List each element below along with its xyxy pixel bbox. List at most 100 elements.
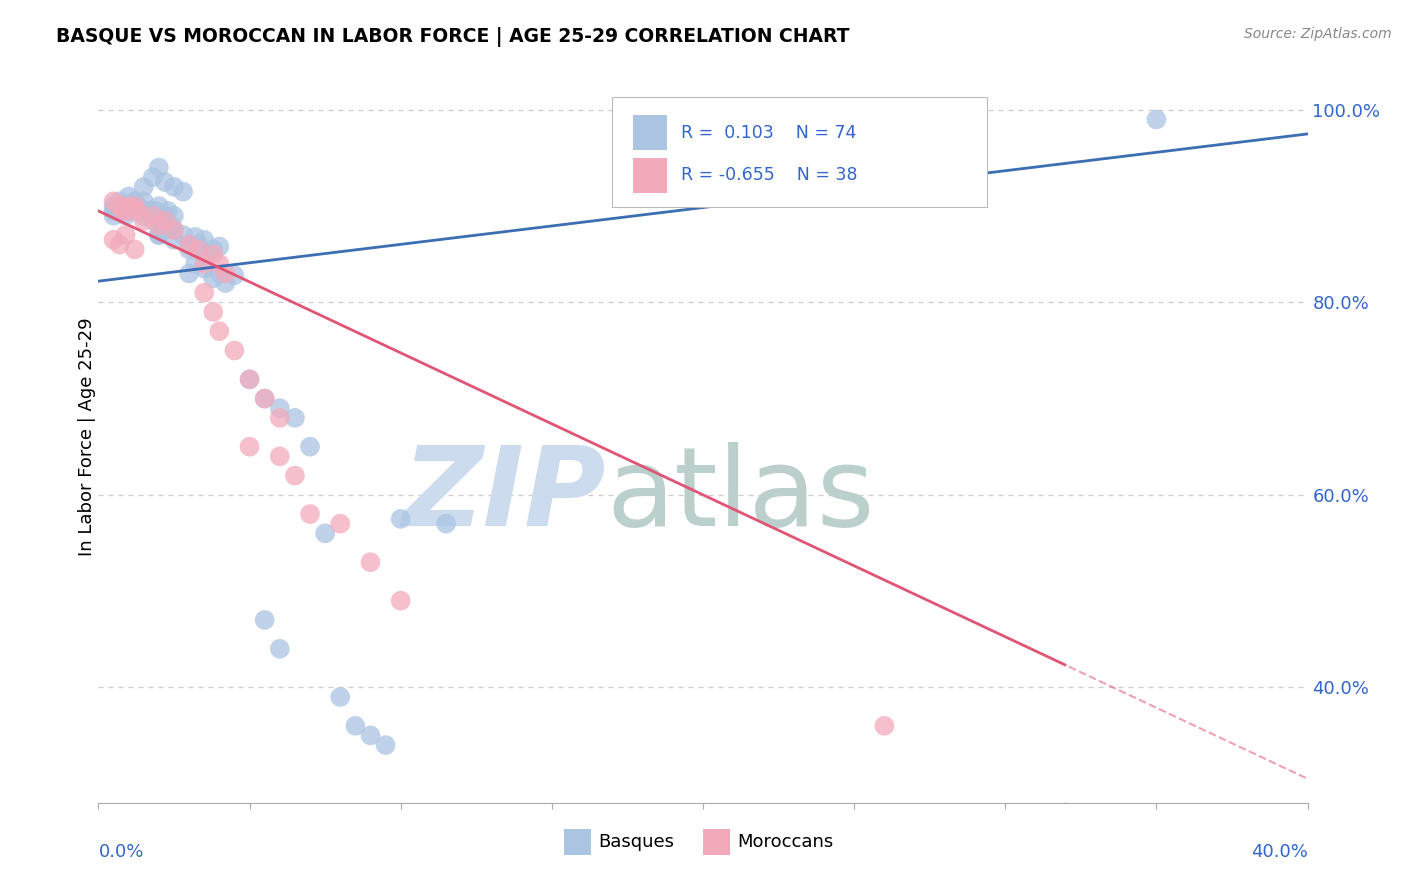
Point: [118, 199, 141, 213]
Point: [389, 593, 412, 607]
Point: [148, 199, 170, 213]
Point: [269, 410, 291, 425]
Point: [111, 203, 134, 218]
Bar: [633, 158, 666, 193]
Point: [132, 194, 155, 209]
Bar: [633, 115, 666, 151]
Point: [299, 507, 322, 521]
Point: [160, 219, 183, 233]
Point: [224, 268, 246, 283]
Point: [269, 641, 291, 656]
Point: [202, 305, 225, 319]
Point: [121, 199, 143, 213]
Point: [103, 233, 125, 247]
Point: [329, 516, 352, 531]
Point: [374, 738, 396, 752]
Point: [103, 203, 125, 218]
Point: [132, 209, 155, 223]
Point: [103, 199, 125, 213]
Point: [329, 690, 352, 704]
Text: R = -0.655    N = 38: R = -0.655 N = 38: [682, 166, 858, 185]
Point: [148, 227, 170, 242]
Point: [114, 227, 136, 242]
Point: [127, 199, 149, 213]
Point: [314, 526, 336, 541]
Point: [163, 233, 186, 247]
Point: [114, 209, 136, 223]
Point: [132, 213, 155, 227]
Point: [148, 219, 170, 233]
Point: [214, 276, 236, 290]
Point: [179, 267, 201, 281]
Point: [187, 243, 209, 257]
Point: [153, 175, 176, 189]
Point: [299, 440, 322, 454]
Point: [253, 613, 276, 627]
Point: [193, 285, 215, 300]
Point: [148, 227, 170, 242]
Point: [239, 440, 262, 454]
Point: [253, 392, 276, 406]
Point: [253, 392, 276, 406]
Point: [103, 194, 125, 209]
Point: [284, 410, 307, 425]
Point: [269, 401, 291, 416]
Point: [124, 243, 146, 257]
Point: [142, 213, 165, 227]
Point: [153, 213, 176, 227]
Point: [163, 223, 186, 237]
Point: [193, 257, 215, 271]
Point: [124, 203, 146, 218]
Point: [1054, 805, 1077, 820]
Point: [184, 257, 207, 271]
Point: [108, 237, 131, 252]
Point: [105, 203, 128, 218]
Point: [214, 267, 236, 281]
Point: [184, 230, 207, 244]
Point: [187, 237, 209, 252]
Point: [179, 237, 201, 252]
Point: [135, 203, 157, 218]
Point: [284, 468, 307, 483]
Point: [193, 247, 215, 261]
Text: 40.0%: 40.0%: [1251, 843, 1308, 861]
Point: [153, 223, 176, 237]
Point: [118, 203, 141, 218]
Point: [145, 203, 167, 218]
Point: [103, 209, 125, 223]
Text: Source: ZipAtlas.com: Source: ZipAtlas.com: [1244, 27, 1392, 41]
Point: [434, 516, 457, 531]
Point: [360, 555, 382, 569]
Point: [389, 512, 412, 526]
Point: [873, 719, 896, 733]
Point: [193, 233, 215, 247]
FancyBboxPatch shape: [613, 97, 987, 207]
Point: [153, 209, 176, 223]
Point: [142, 209, 165, 223]
Point: [108, 194, 131, 209]
Point: [163, 179, 186, 194]
Point: [124, 194, 146, 209]
Point: [344, 719, 367, 733]
Text: BASQUE VS MOROCCAN IN LABOR FORCE | AGE 25-29 CORRELATION CHART: BASQUE VS MOROCCAN IN LABOR FORCE | AGE …: [56, 27, 849, 46]
Point: [208, 257, 231, 271]
Point: [108, 199, 131, 213]
Point: [208, 239, 231, 253]
Text: Basques: Basques: [598, 833, 673, 851]
Text: R =  0.103    N = 74: R = 0.103 N = 74: [682, 124, 856, 142]
Point: [172, 227, 194, 242]
Point: [202, 271, 225, 285]
Y-axis label: In Labor Force | Age 25-29: In Labor Force | Age 25-29: [79, 318, 96, 557]
Point: [208, 324, 231, 338]
Text: atlas: atlas: [606, 442, 875, 549]
Point: [124, 199, 146, 213]
Point: [179, 237, 201, 252]
Point: [132, 179, 155, 194]
Point: [108, 199, 131, 213]
Point: [118, 199, 141, 213]
Point: [172, 185, 194, 199]
Point: [148, 209, 170, 223]
Point: [202, 247, 225, 261]
Text: ZIP: ZIP: [402, 442, 606, 549]
Point: [269, 450, 291, 464]
